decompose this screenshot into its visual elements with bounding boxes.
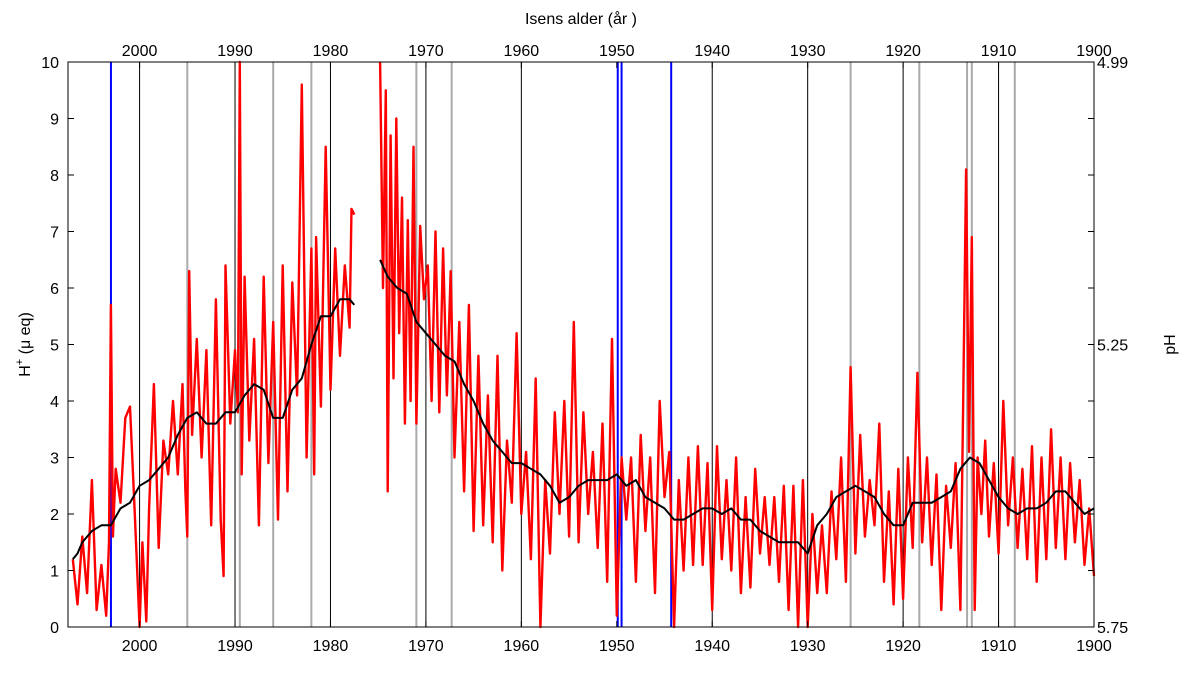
x-tick-label-1960: 1960 — [504, 638, 540, 655]
x-top-tick-label-1960: 1960 — [504, 43, 540, 60]
y-tick-label-10: 10 — [41, 55, 59, 72]
y-tick-label-7: 7 — [50, 225, 59, 242]
series-black-segment-1 — [72, 298, 356, 560]
y-tick-label-1: 1 — [50, 564, 59, 581]
x-top-tick-label-1920: 1920 — [885, 43, 921, 60]
x-tick-label-1990: 1990 — [217, 638, 253, 655]
x-top-tick-label-1990: 1990 — [217, 43, 253, 60]
x-top-tick-label-1950: 1950 — [599, 43, 635, 60]
series-black-segment-2 — [379, 259, 1095, 555]
y-axis-title: H+ (μ eq) — [14, 312, 34, 377]
x-top-tick-label-1930: 1930 — [790, 43, 826, 60]
x-top-tick-label-1940: 1940 — [694, 43, 730, 60]
y-right-tick-label-5.75: 5.75 — [1097, 620, 1128, 637]
x-top-tick-label-1970: 1970 — [408, 43, 444, 60]
right-axis-title: pH — [1162, 334, 1179, 354]
y-tick-label-5: 5 — [50, 338, 59, 355]
x-top-tick-label-1900: 1900 — [1076, 43, 1112, 60]
x-tick-label-1920: 1920 — [885, 638, 921, 655]
top-axis-title: Isens alder (år ) — [525, 10, 637, 28]
x-tick-label-1910: 1910 — [981, 638, 1017, 655]
x-tick-label-1900: 1900 — [1076, 638, 1112, 655]
x-tick-label-1940: 1940 — [694, 638, 730, 655]
y-right-tick-label-4.99: 4.99 — [1097, 55, 1128, 72]
series-lines — [71, 60, 1096, 629]
y-tick-label-3: 3 — [50, 451, 59, 468]
x-top-tick-label-1980: 1980 — [313, 43, 349, 60]
x-tick-label-1970: 1970 — [408, 638, 444, 655]
y-tick-label-0: 0 — [50, 620, 59, 637]
y-right-tick-label-5.25: 5.25 — [1097, 338, 1128, 355]
y-tick-label-9: 9 — [50, 112, 59, 129]
series-red-segment-2 — [378, 61, 1096, 629]
x-tick-label-1980: 1980 — [313, 638, 349, 655]
x-top-tick-label-1910: 1910 — [981, 43, 1017, 60]
axis-ticks: 2000 1990 1980 1970 1960 1950 1940 1930 1920 1910… — [41, 43, 1128, 655]
x-tick-label-1930: 1930 — [790, 638, 826, 655]
y-tick-label-6: 6 — [50, 281, 59, 298]
y-tick-label-8: 8 — [50, 168, 59, 185]
x-top-tick-label-2000: 2000 — [122, 43, 158, 60]
y-tick-label-4: 4 — [50, 394, 59, 411]
x-tick-label-2000: 2000 — [122, 638, 158, 655]
x-tick-label-1950: 1950 — [599, 638, 635, 655]
y-tick-label-2: 2 — [50, 507, 59, 524]
